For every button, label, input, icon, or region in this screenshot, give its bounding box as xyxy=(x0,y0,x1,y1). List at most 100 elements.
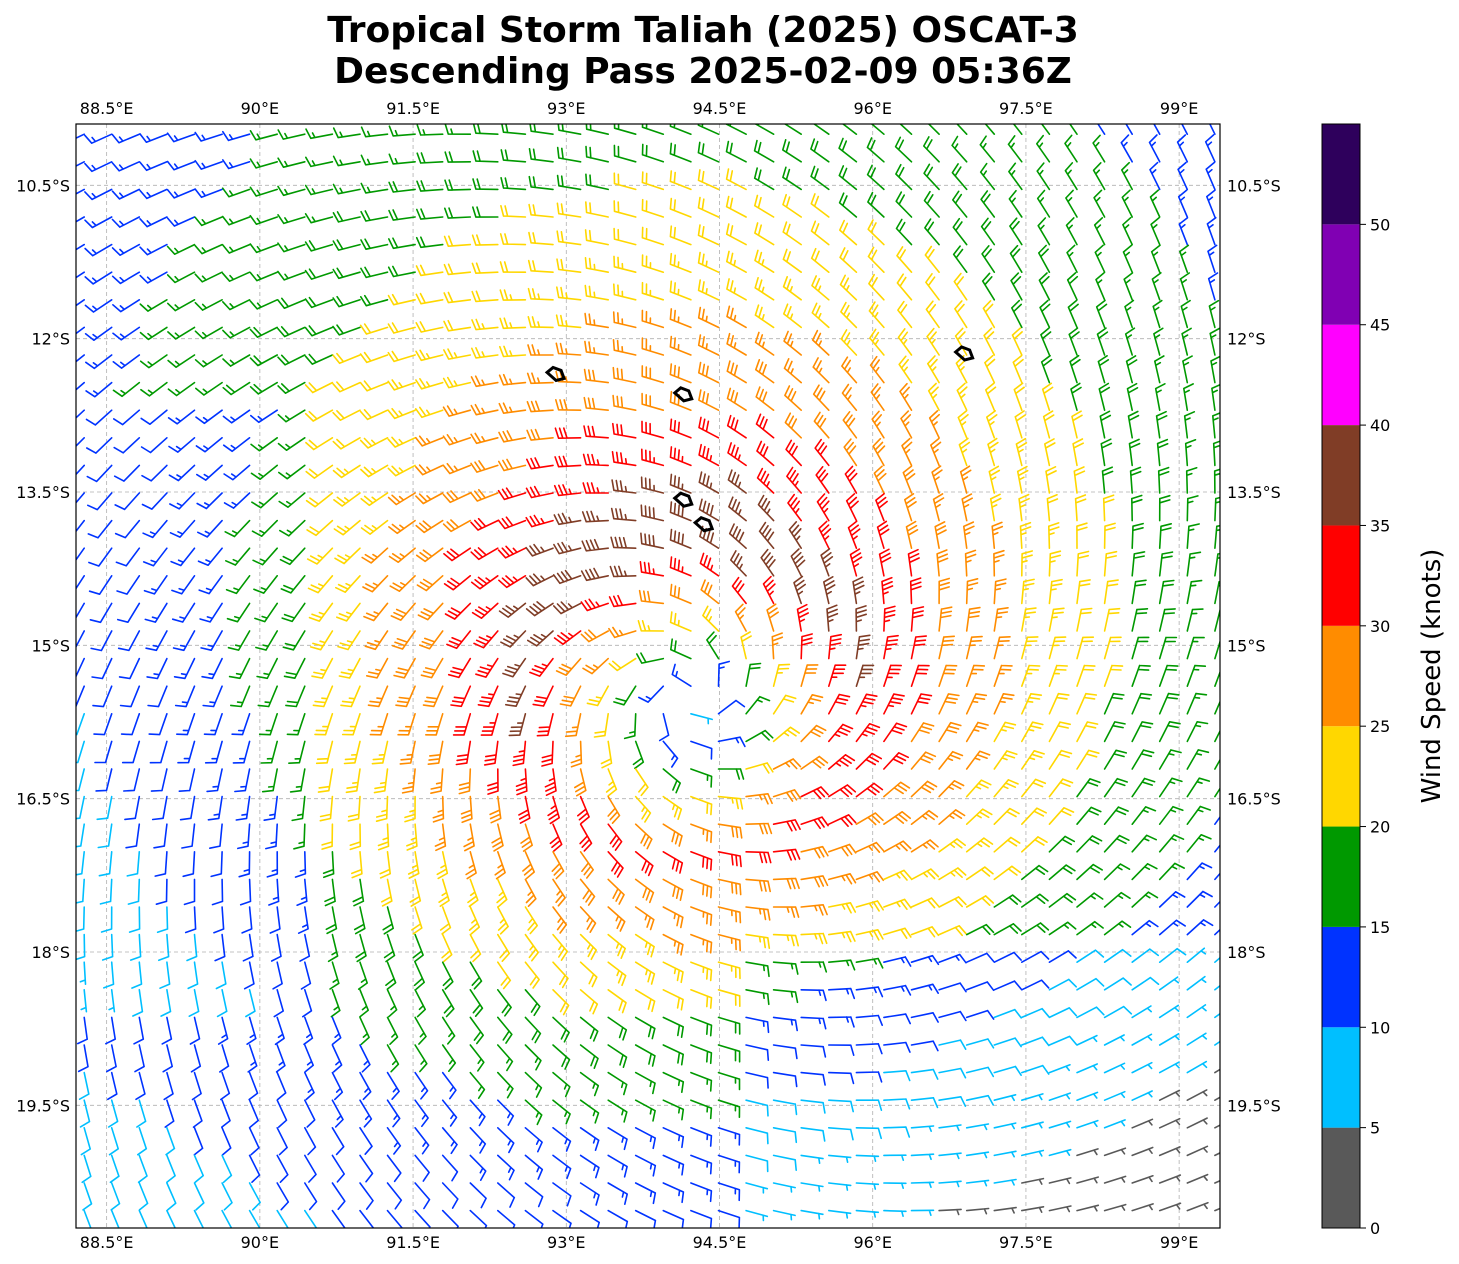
wind-barb xyxy=(203,713,223,736)
wind-barb xyxy=(154,851,168,877)
wind-barb xyxy=(1158,1202,1182,1212)
wind-barb xyxy=(308,602,334,622)
wind-barb xyxy=(938,750,964,770)
wind-barb xyxy=(553,601,582,615)
wind-barb xyxy=(579,1099,600,1124)
wind-barb xyxy=(756,440,775,467)
wind-barb xyxy=(96,795,113,821)
colorbar-tick-label: 40 xyxy=(1370,416,1390,435)
wind-barb xyxy=(1103,692,1125,715)
wind-barb xyxy=(188,989,200,1017)
wind-barb xyxy=(1184,439,1197,467)
wind-barb xyxy=(876,520,890,549)
wind-barb xyxy=(632,740,645,770)
wind-barb xyxy=(552,878,566,907)
wind-barb xyxy=(324,878,336,907)
y-tick-label-left: 18°S xyxy=(31,943,70,962)
wind-barb xyxy=(1103,1119,1126,1129)
wind-barb xyxy=(979,162,996,191)
wind-barb xyxy=(470,403,499,416)
wind-barb xyxy=(717,933,741,952)
wind-barb xyxy=(772,819,801,832)
wind-barb xyxy=(413,961,425,990)
wind-barb xyxy=(167,326,196,340)
wind-barb xyxy=(441,1071,457,1100)
wind-barb xyxy=(706,631,720,660)
wind-barb xyxy=(76,299,85,307)
wind-barb xyxy=(217,1016,229,1045)
colorbar-bin xyxy=(1322,425,1360,526)
wind-barb xyxy=(360,294,389,307)
wind-barb xyxy=(1076,806,1102,825)
wind-barb xyxy=(993,1037,1022,1048)
wind-barb xyxy=(1186,551,1202,577)
wind-barb xyxy=(249,158,278,169)
wind-barb xyxy=(993,1150,1017,1158)
wind-barb xyxy=(585,145,609,163)
wind-barb xyxy=(547,795,560,825)
wind-barb xyxy=(304,1044,314,1073)
wind-barb xyxy=(251,492,278,509)
wind-barb xyxy=(416,152,444,164)
wind-barb xyxy=(1021,1206,1045,1213)
wind-barb xyxy=(1214,1068,1220,1074)
wind-barb xyxy=(88,547,113,567)
wind-barb xyxy=(899,382,913,411)
wind-barb xyxy=(745,1016,770,1034)
wind-barb xyxy=(965,1179,990,1187)
wind-barb xyxy=(579,1071,600,1097)
wind-barb xyxy=(416,124,444,136)
wind-barb xyxy=(1038,272,1051,301)
wind-barb xyxy=(399,740,416,765)
wind-barb xyxy=(497,1044,514,1072)
wind-barb xyxy=(1186,749,1210,770)
wind-barb xyxy=(1214,1179,1220,1184)
wind-barb xyxy=(415,236,444,249)
wind-barb xyxy=(697,224,720,246)
wind-barb xyxy=(199,602,223,623)
wind-barb xyxy=(965,866,994,881)
wind-barb xyxy=(607,989,627,1014)
wind-barb xyxy=(662,878,684,901)
wind-barb xyxy=(167,299,196,312)
wind-barb xyxy=(993,836,1021,853)
wind-barb xyxy=(717,989,741,1007)
wind-barb xyxy=(463,823,475,852)
wind-barb xyxy=(76,188,85,195)
wind-barb xyxy=(993,1122,1017,1130)
wind-barb xyxy=(782,139,802,163)
wind-barb xyxy=(847,520,861,549)
wind-barb xyxy=(993,1094,1017,1102)
wind-barb xyxy=(609,565,637,578)
wind-barb xyxy=(1131,579,1147,605)
wind-barb xyxy=(985,382,997,411)
wind-barb xyxy=(634,1016,656,1040)
wind-barb xyxy=(541,740,554,767)
wind-barb xyxy=(810,193,830,218)
wind-barb xyxy=(745,1071,769,1089)
wind-barb xyxy=(475,657,499,678)
wind-barb xyxy=(734,603,747,632)
wind-barb xyxy=(497,1099,515,1126)
wind-barb xyxy=(248,1209,261,1228)
wind-barb xyxy=(386,1099,401,1128)
wind-barb xyxy=(469,1016,484,1045)
wind-barb xyxy=(1021,721,1044,743)
wind-barb xyxy=(782,276,802,301)
wind-barb xyxy=(1186,636,1205,660)
wind-barb xyxy=(1048,636,1067,660)
wind-barb xyxy=(1021,693,1043,715)
wind-barb xyxy=(1158,1033,1180,1046)
wind-barb xyxy=(222,381,251,396)
wind-barb xyxy=(441,989,455,1018)
wind-barb xyxy=(177,740,196,764)
wind-barb xyxy=(1214,1124,1220,1129)
wind-barb xyxy=(237,823,251,850)
wind-barb xyxy=(225,575,251,595)
wind-barb xyxy=(1179,244,1190,273)
wind-barb xyxy=(110,1182,121,1211)
wind-barb xyxy=(469,1127,487,1154)
wind-barb xyxy=(444,151,472,163)
wind-barb xyxy=(443,263,472,276)
wind-barb xyxy=(277,242,306,253)
